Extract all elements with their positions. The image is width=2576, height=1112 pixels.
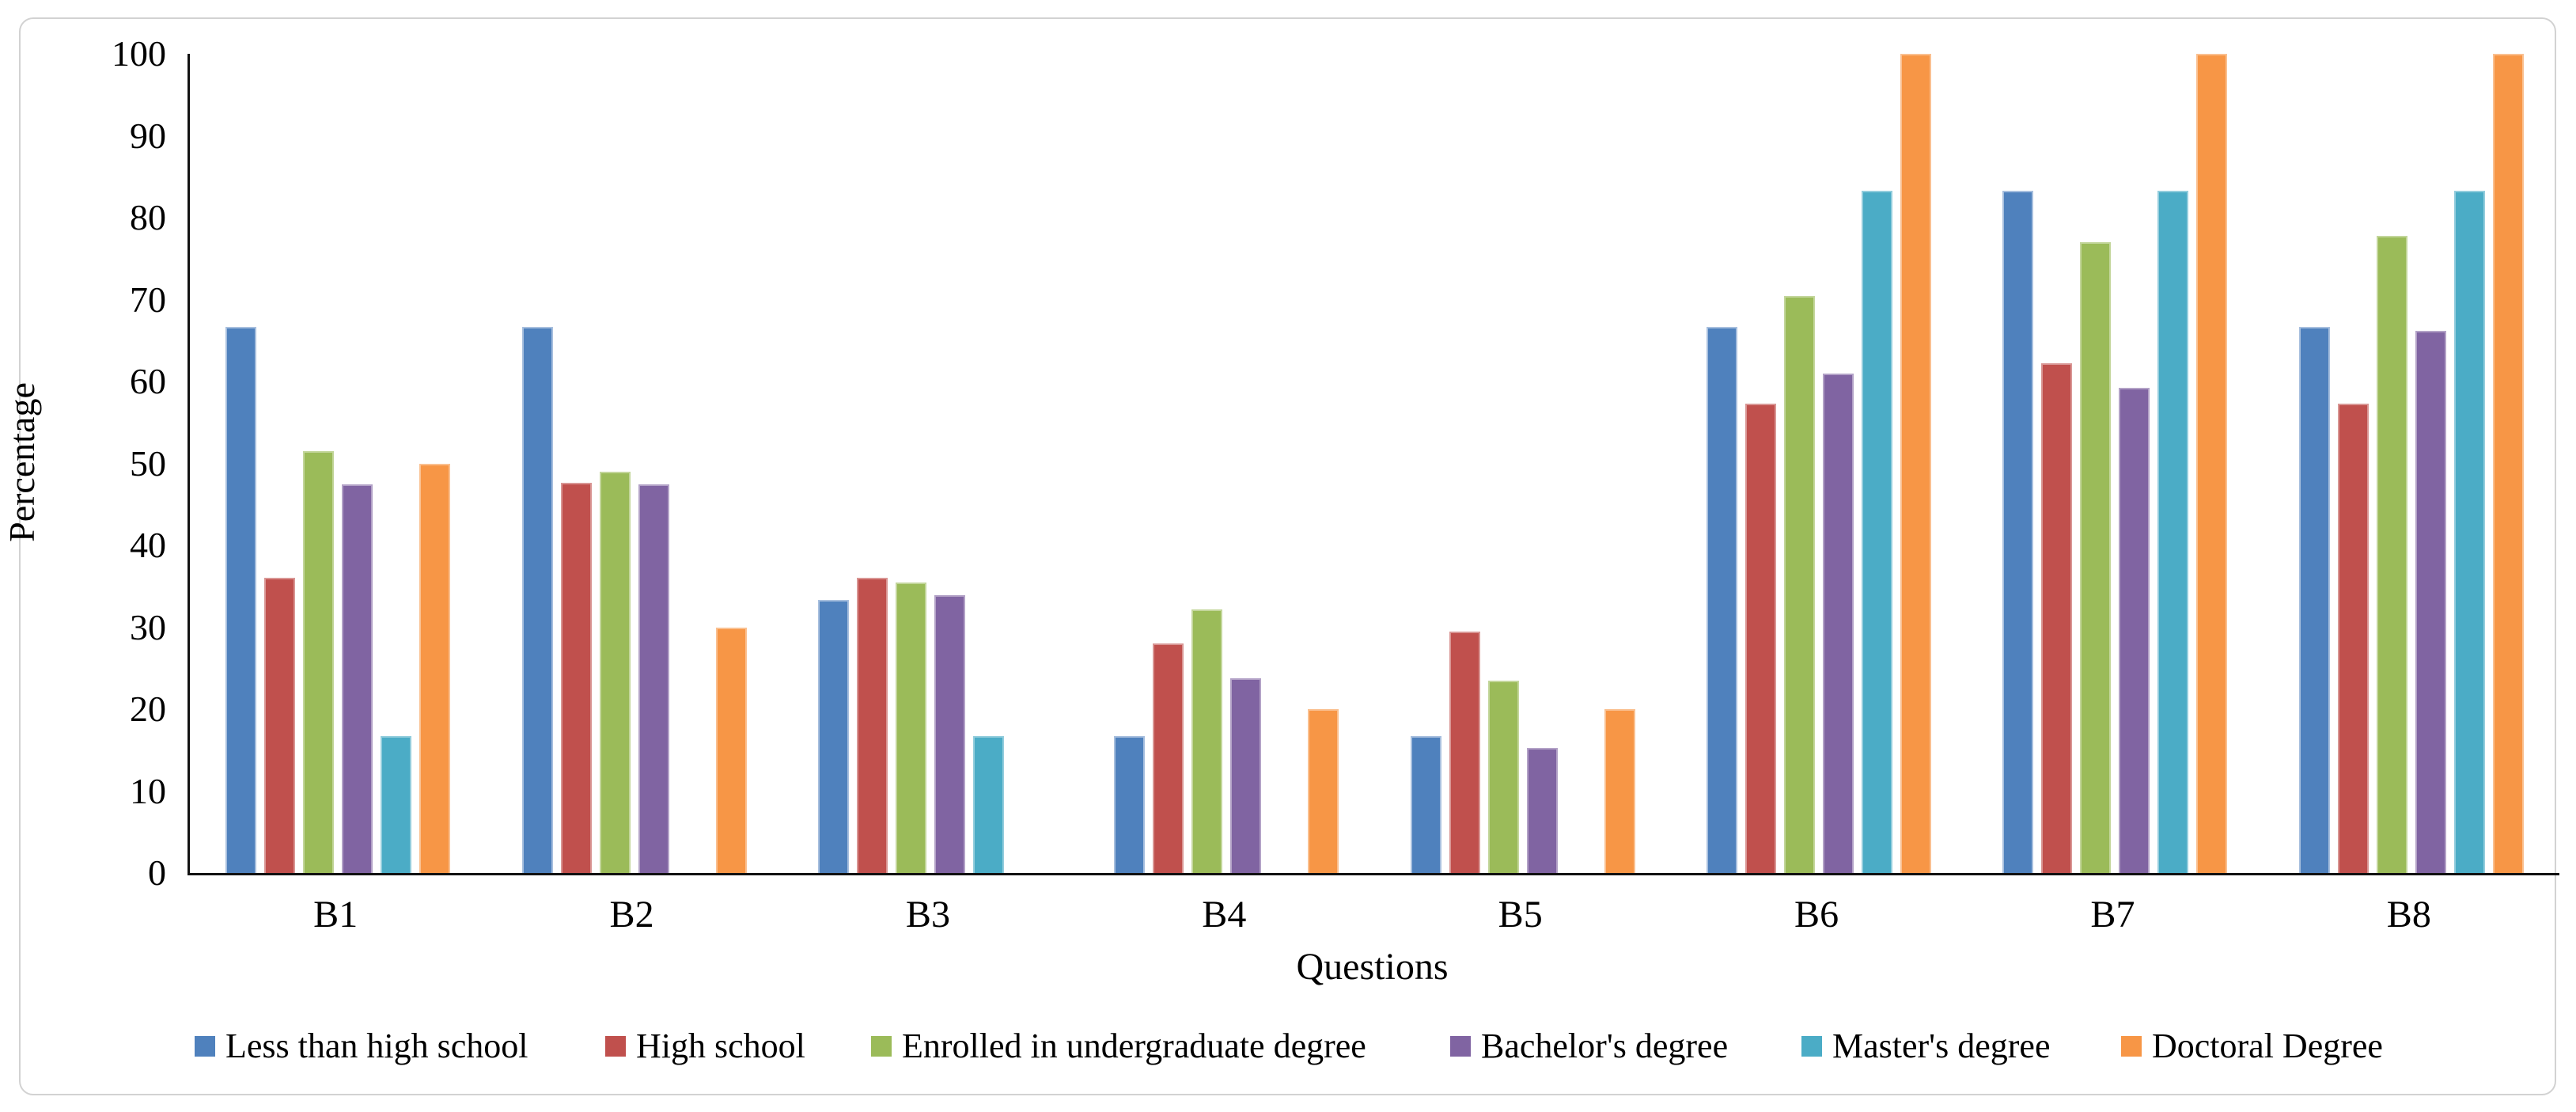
bar-series5-b6 (1862, 190, 1893, 873)
bar-series4-b7 (2119, 388, 2150, 873)
bar-series2-b2 (560, 483, 592, 873)
x-tick-b3: B3 (905, 894, 950, 936)
bar-series1-b8 (2298, 326, 2330, 873)
bar-series5-b3 (972, 736, 1004, 873)
x-tick-b5: B5 (1498, 894, 1543, 936)
legend-label-3: Enrolled in undergraduate degree (902, 1027, 1366, 1065)
legend-item-4: Bachelor's degree (1450, 1026, 1728, 1067)
bar-series3-b6 (1784, 296, 1816, 873)
bar-group-b5 (1375, 54, 1671, 873)
y-tick-90: 90 (130, 115, 166, 156)
bar-series1-b6 (1707, 326, 1738, 873)
bar-series4-b1 (342, 484, 373, 873)
y-tick-40: 40 (130, 525, 166, 565)
bar-series6-b1 (419, 463, 451, 873)
bar-series3-b8 (2376, 235, 2407, 873)
bar-series6-b4 (1308, 709, 1339, 873)
y-tick-30: 30 (130, 606, 166, 647)
legend-item-1: Less than high school (195, 1026, 528, 1067)
legend-item-3: Enrolled in undergraduate degree (871, 1026, 1366, 1067)
y-tick-10: 10 (130, 770, 166, 811)
x-tick-b6: B6 (1794, 894, 1839, 936)
bar-series3-b1 (303, 450, 335, 873)
bar-series1-b4 (1114, 736, 1146, 873)
bar-group-b8 (2263, 54, 2559, 873)
bar-series6-b5 (1604, 709, 1635, 873)
legend-label-6: Doctoral Degree (2152, 1027, 2383, 1065)
bar-series1-b2 (521, 326, 553, 873)
legend-swatch-5 (1801, 1036, 1822, 1057)
bar-series6-b8 (2492, 54, 2524, 873)
x-tick-b8: B8 (2386, 894, 2431, 936)
bar-series6-b2 (715, 627, 747, 873)
y-tick-0: 0 (148, 852, 166, 893)
legend-label-5: Master's degree (1832, 1027, 2051, 1065)
x-tick-b1: B1 (313, 894, 358, 936)
bar-series2-b4 (1153, 643, 1184, 873)
y-tick-70: 70 (130, 279, 166, 320)
bar-group-b4 (1078, 54, 1374, 873)
bar-series1-b7 (2002, 190, 2034, 873)
bar-series4-b6 (1823, 373, 1854, 873)
y-tick-100: 100 (112, 33, 166, 74)
bar-series3-b5 (1487, 680, 1519, 873)
bar-series2-b3 (856, 578, 888, 873)
bar-series3-b3 (895, 582, 926, 873)
bar-series1-b3 (817, 600, 849, 873)
bar-series2-b6 (1745, 403, 1777, 873)
legend-swatch-3 (871, 1036, 892, 1057)
bar-group-b6 (1671, 54, 1967, 873)
bar-series3-b7 (2080, 242, 2112, 873)
plot-area (188, 54, 2559, 875)
bar-series2-b7 (2041, 363, 2073, 873)
bar-series1-b1 (225, 326, 257, 873)
bar-series4-b8 (2415, 330, 2446, 873)
legend-label-4: Bachelor's degree (1481, 1027, 1729, 1065)
legend-swatch-4 (1450, 1036, 1471, 1057)
y-tick-20: 20 (130, 689, 166, 729)
x-tick-b7: B7 (2090, 894, 2135, 936)
legend-label-1: Less than high school (225, 1027, 528, 1065)
y-tick-60: 60 (130, 361, 166, 401)
y-tick-80: 80 (130, 197, 166, 237)
y-tick-50: 50 (130, 442, 166, 484)
legend-label-2: High school (636, 1027, 805, 1065)
bar-series5-b8 (2453, 190, 2485, 873)
bar-series5-b7 (2157, 190, 2189, 873)
bar-series4-b3 (934, 595, 965, 873)
bar-series4-b5 (1526, 747, 1558, 873)
bar-group-b7 (1967, 54, 2263, 873)
bar-group-b3 (782, 54, 1078, 873)
legend-item-5: Master's degree (1801, 1026, 2050, 1067)
bar-series2-b5 (1449, 631, 1480, 873)
bar-series2-b8 (2337, 403, 2369, 873)
legend-swatch-6 (2121, 1036, 2142, 1057)
legend-swatch-1 (195, 1036, 215, 1057)
legend-item-6: Doctoral Degree (2121, 1026, 2383, 1067)
bar-series6-b7 (2196, 54, 2228, 873)
bar-series4-b4 (1230, 677, 1262, 873)
bar-series6-b6 (1900, 54, 1932, 873)
x-tick-b4: B4 (1202, 894, 1247, 936)
bar-series3-b4 (1191, 609, 1223, 873)
bar-series5-b1 (381, 736, 412, 873)
x-axis-title: Questions (1296, 946, 1449, 988)
bar-series2-b1 (264, 578, 296, 873)
bar-series4-b2 (638, 484, 669, 873)
legend-item-2: High school (605, 1026, 805, 1067)
bar-group-b1 (190, 54, 486, 873)
bar-series1-b5 (1410, 736, 1441, 873)
bar-series3-b2 (599, 471, 631, 873)
bar-group-b2 (486, 54, 782, 873)
legend-swatch-2 (605, 1036, 626, 1057)
x-tick-b2: B2 (609, 894, 654, 936)
